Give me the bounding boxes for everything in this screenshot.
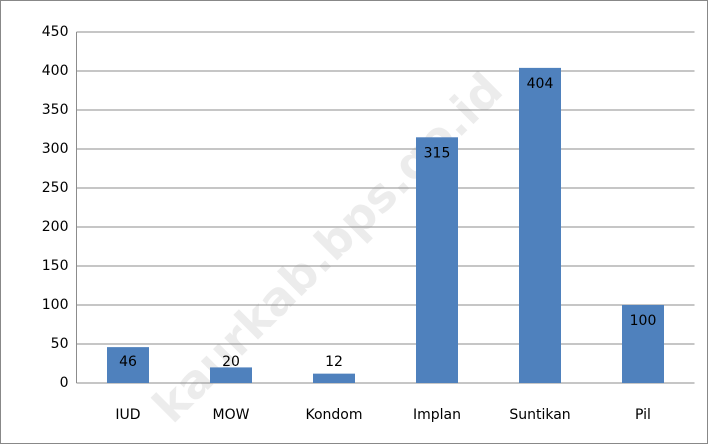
data-label: 404 [527,76,554,92]
data-label: 100 [630,313,657,329]
x-tick-label: Kondom [305,407,362,423]
bar [416,137,458,383]
data-label: 20 [222,354,240,370]
data-label: 12 [325,354,343,370]
y-tick-label: 0 [60,375,69,391]
x-tick-label: Implan [413,407,461,423]
x-tick-label: Suntikan [509,407,570,423]
bar [519,67,561,383]
y-tick-label: 100 [42,297,69,313]
data-label: 46 [119,354,137,370]
bar [313,373,355,383]
bar [210,367,252,383]
y-tick-label: 450 [42,24,69,40]
x-tick-label: MOW [213,407,250,423]
y-tick-label: 150 [42,258,69,274]
bar [107,347,149,383]
y-tick-label: 50 [51,336,69,352]
data-label: 315 [424,145,451,161]
bar [622,305,664,383]
y-tick-label: 350 [42,102,69,118]
y-tick-label: 250 [42,180,69,196]
y-tick-label: 400 [42,63,69,79]
y-tick-label: 200 [42,219,69,235]
x-tick-label: IUD [115,407,140,423]
y-tick-label: 300 [42,141,69,157]
x-tick-label: Pil [635,407,651,423]
